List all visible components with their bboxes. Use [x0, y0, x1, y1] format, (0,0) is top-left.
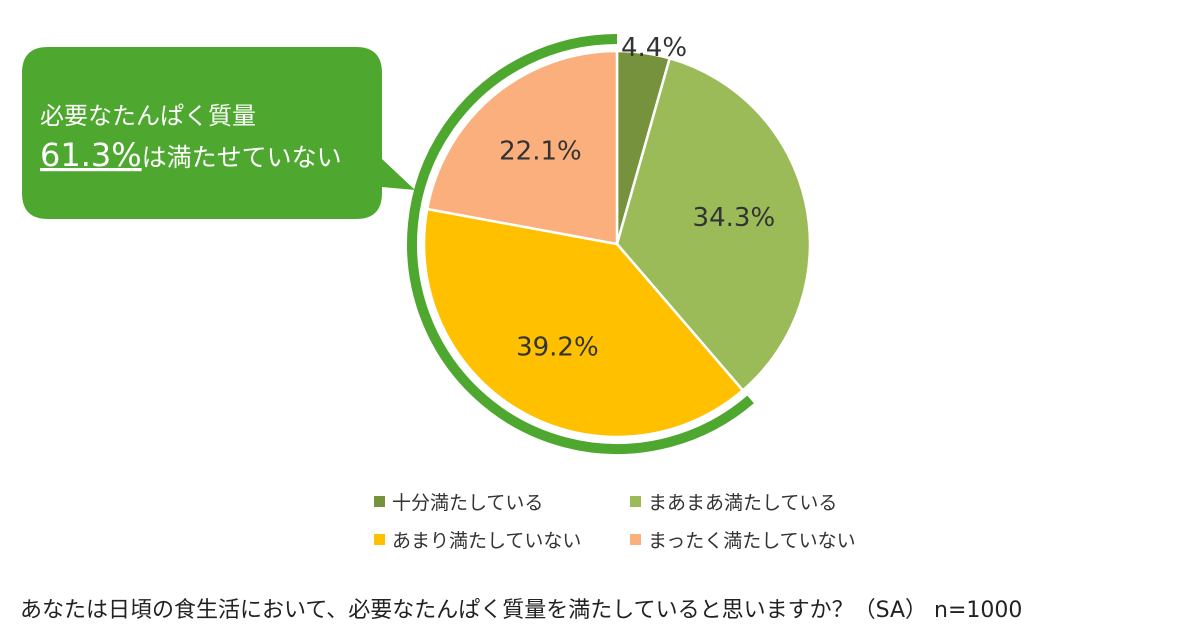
- legend-item-0: 十分満たしている: [374, 488, 543, 515]
- legend-label-0: 十分満たしている: [392, 492, 544, 514]
- legend-label-1: まあまあ満たしている: [648, 492, 838, 514]
- legend-label-2: あまり満たしていない: [392, 530, 582, 552]
- callout-box: 必要なたんぱく質量 61.3%は満たせていない: [22, 47, 415, 219]
- legend-item-2: あまり満たしていない: [374, 526, 581, 553]
- callout-line1: 必要なたんぱく質量: [40, 102, 256, 130]
- pie-slice-3: [425, 49, 619, 246]
- legend-label-3: まったく満たしていない: [648, 530, 856, 552]
- slice-value-label-0: 4.4%: [621, 33, 687, 63]
- callout-shape: [22, 47, 415, 219]
- legend-swatch-0: [374, 496, 385, 507]
- pie-slice-1: [615, 56, 812, 393]
- legend: 十分満たしている まあまあ満たしている あまり満たしていない まったく満たしてい…: [374, 488, 894, 558]
- highlight-ring: [407, 34, 754, 454]
- callout-line2-rest: は満たせていない: [142, 143, 342, 172]
- slice-value-label-2: 39.2%: [516, 332, 599, 362]
- slice-value-label-1: 34.3%: [693, 203, 776, 233]
- legend-swatch-3: [630, 534, 641, 545]
- callout-highlight: 61.3%: [40, 136, 142, 174]
- pie-slice-2: [422, 207, 745, 439]
- slice-value-label-3: 22.1%: [499, 137, 582, 167]
- question-caption: あなたは日頃の食生活において、必要なたんぱく質量を満たしていると思いますか？（S…: [20, 598, 1023, 623]
- callout-line2: 61.3%は満たせていない: [40, 136, 342, 174]
- legend-swatch-1: [630, 496, 641, 507]
- legend-swatch-2: [374, 534, 385, 545]
- legend-item-3: まったく満たしていない: [630, 526, 856, 553]
- legend-item-1: まあまあ満たしている: [630, 488, 837, 515]
